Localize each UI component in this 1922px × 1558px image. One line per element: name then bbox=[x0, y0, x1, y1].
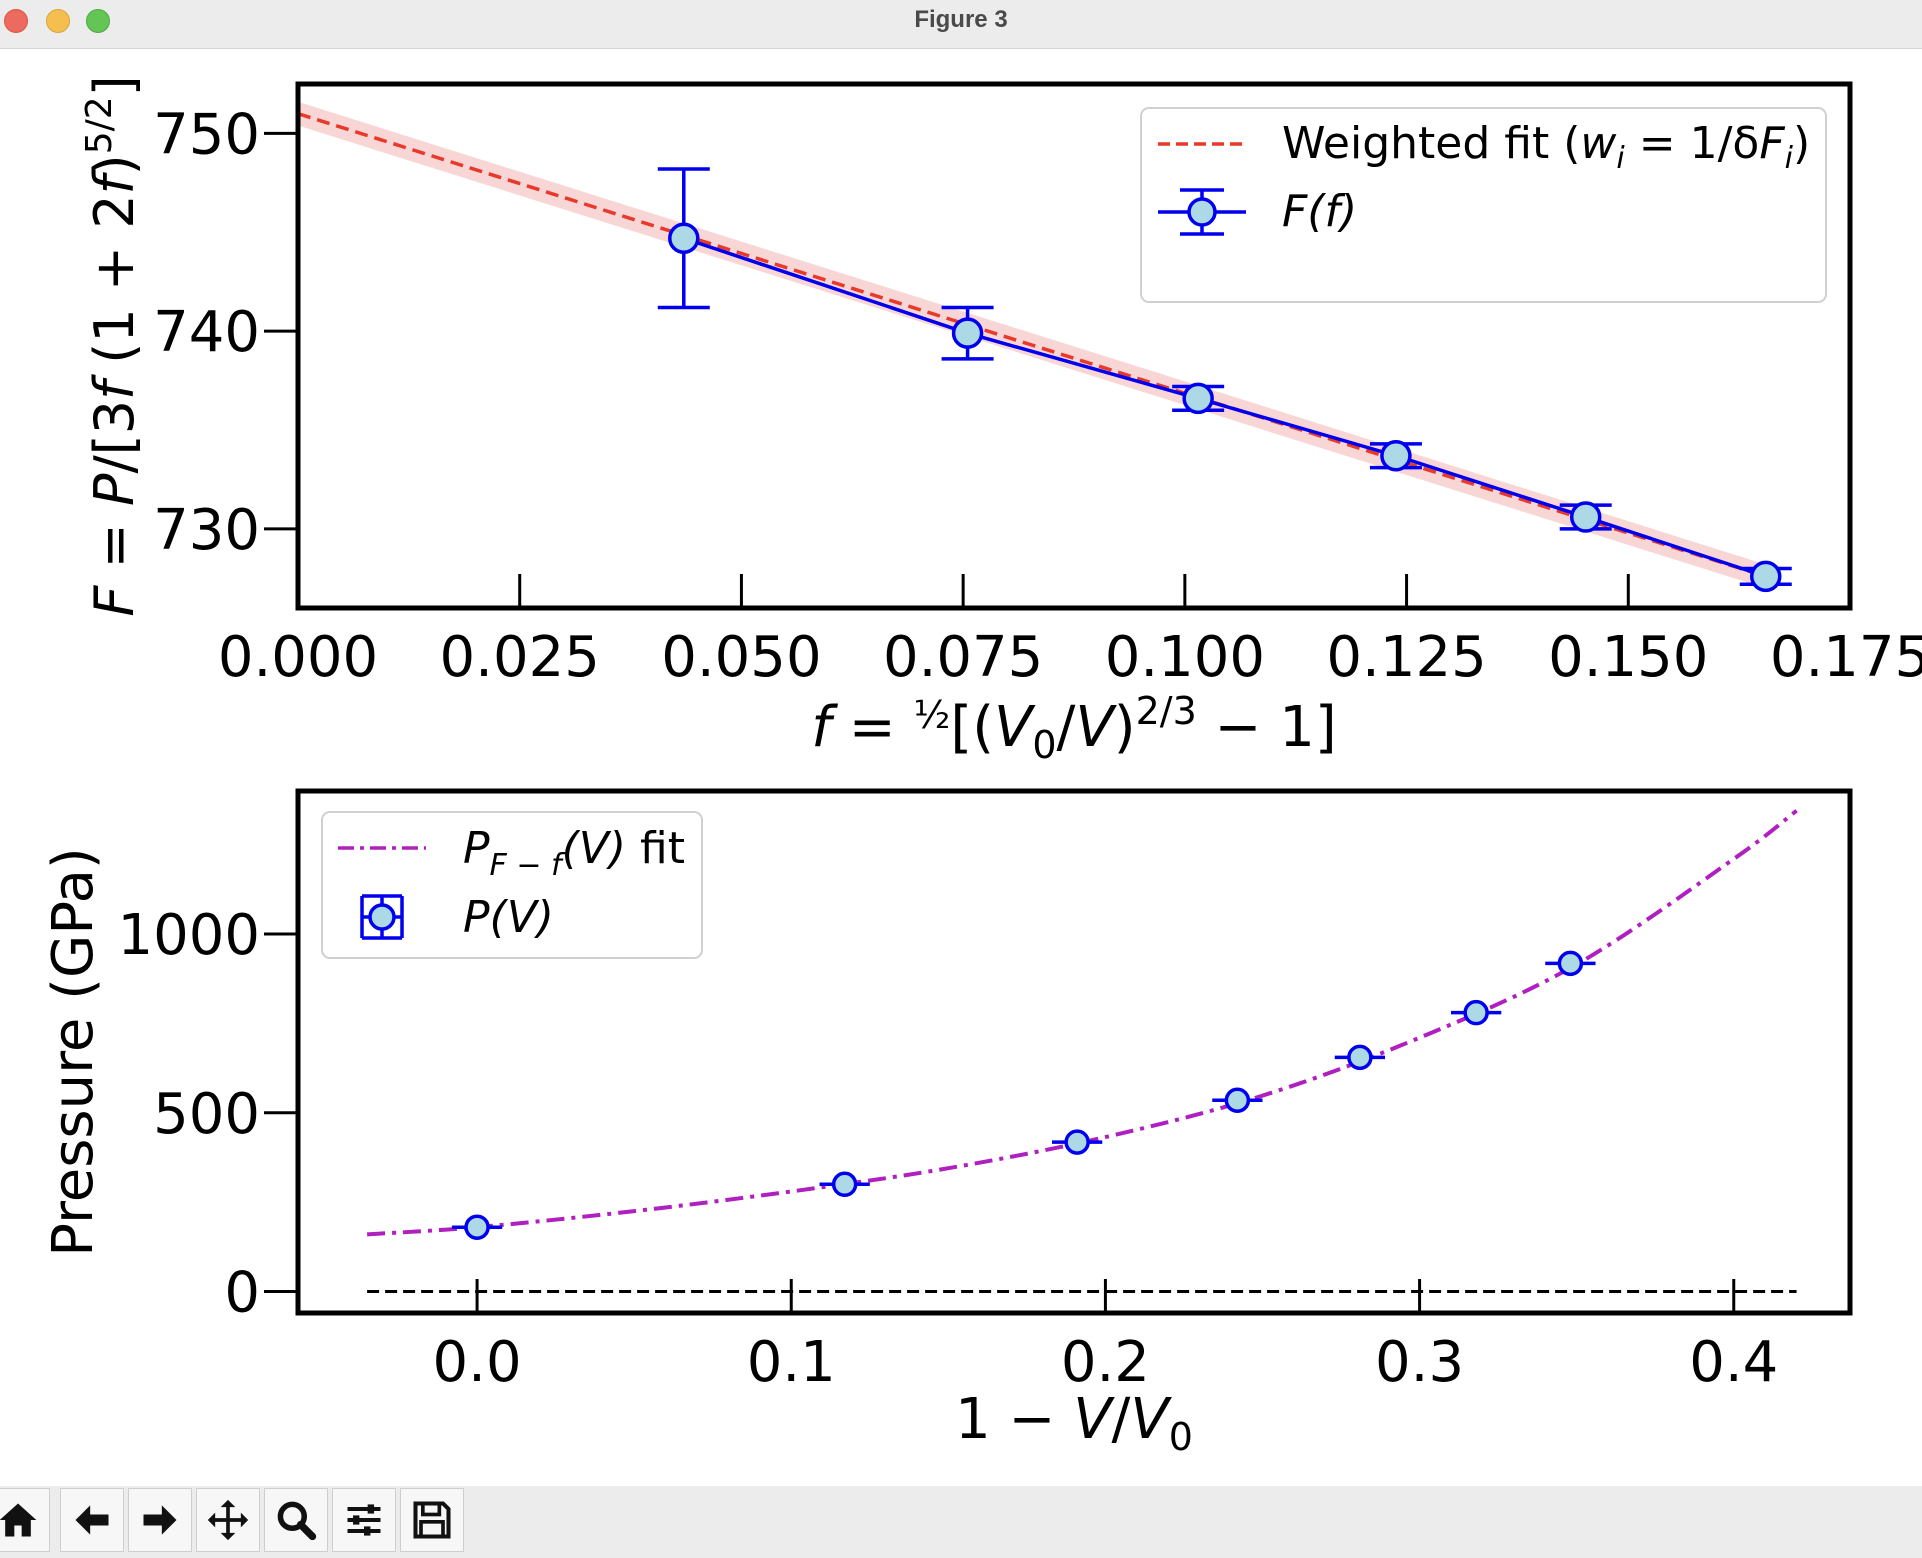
save-floppy-icon bbox=[413, 1501, 451, 1539]
legend-PV-swatch bbox=[360, 894, 404, 940]
pressure-fit-curve bbox=[366, 809, 1798, 1237]
weighted-fit-line bbox=[298, 111, 1767, 579]
zoom-button[interactable] bbox=[264, 1488, 328, 1552]
back-button[interactable] bbox=[60, 1488, 124, 1552]
zoom-magnifier-icon bbox=[277, 1501, 317, 1541]
forward-button[interactable] bbox=[128, 1488, 192, 1552]
top-axes: 0.000 0.025 0.050 0.075 0.100 0.125 0.150 0.175… bbox=[79, 75, 1922, 767]
top-x-tick-label: 0.175 bbox=[1770, 625, 1922, 690]
top-y-tick-label: 740 bbox=[153, 300, 260, 365]
top-y-axis-label: F = P/[3f (1 + 2f)5/2] bbox=[79, 75, 146, 617]
Ff-data-point bbox=[668, 222, 700, 254]
legend-Ff-swatch bbox=[1158, 188, 1246, 236]
PV-data-point bbox=[1463, 999, 1489, 1026]
window-titlebar: Figure 3 bbox=[0, 0, 1922, 49]
PV-data-point bbox=[464, 1214, 490, 1240]
bottom-y-tick-label: 500 bbox=[153, 1082, 260, 1147]
bottom-axes-frame bbox=[295, 788, 1853, 1316]
top-y-tick-label: 750 bbox=[153, 102, 260, 167]
Ff-series-line bbox=[683, 236, 1767, 579]
close-window-button[interactable] bbox=[4, 9, 28, 33]
bottom-x-tick-label: 0.0 bbox=[433, 1330, 522, 1395]
maximize-window-button[interactable] bbox=[86, 9, 110, 33]
legend-weighted-fit-label: Weighted fit (wi = 1/δFi) bbox=[1282, 118, 1810, 176]
pan-button[interactable] bbox=[196, 1488, 260, 1552]
bottom-y-axis-label: Pressure (GPa) bbox=[41, 847, 106, 1257]
bottom-x-axis-label: 1 − V/V0 bbox=[955, 1387, 1193, 1459]
home-icon bbox=[0, 1503, 37, 1537]
window-title: Figure 3 bbox=[914, 6, 1008, 33]
bottom-x-tick-label: 0.1 bbox=[747, 1330, 836, 1395]
pan-move-icon bbox=[207, 1499, 249, 1541]
home-button[interactable] bbox=[0, 1488, 50, 1552]
save-button[interactable] bbox=[400, 1488, 464, 1552]
bottom-y-tick-label: 0 bbox=[224, 1261, 260, 1326]
Ff-data-point bbox=[1569, 501, 1602, 533]
top-x-tick-label: 0.125 bbox=[1326, 625, 1486, 690]
legend-pfit-label: PF − f(V) fit bbox=[463, 823, 685, 883]
Ff-data-point bbox=[951, 317, 984, 349]
legend-PV-label: P(V) bbox=[463, 892, 554, 943]
top-legend: Weighted fit (wi = 1/δFi) F(f) bbox=[1140, 107, 1827, 303]
top-axes-frame bbox=[295, 81, 1853, 611]
bottom-x-tick-label: 0.3 bbox=[1375, 1330, 1464, 1395]
PV-data-point bbox=[1347, 1044, 1373, 1071]
bottom-y-tick-label: 1000 bbox=[117, 903, 260, 968]
Ff-data-point bbox=[1182, 382, 1214, 415]
configure-subplots-button[interactable] bbox=[332, 1488, 396, 1552]
PV-data-point bbox=[1557, 950, 1584, 977]
Ff-data-point bbox=[1380, 439, 1412, 472]
top-y-tick-label: 730 bbox=[153, 498, 260, 563]
PV-data-point bbox=[831, 1171, 858, 1198]
top-x-tick-label: 0.000 bbox=[218, 625, 378, 690]
bottom-x-tick-label: 0.2 bbox=[1061, 1330, 1150, 1395]
minimize-window-button[interactable] bbox=[46, 9, 70, 33]
configure-subplots-icon bbox=[347, 1504, 381, 1536]
bottom-x-tick-label: 0.4 bbox=[1689, 1330, 1778, 1395]
legend-Ff-label: F(f) bbox=[1282, 186, 1357, 237]
top-x-tick-label: 0.050 bbox=[661, 625, 821, 690]
PV-data-point bbox=[1064, 1129, 1090, 1155]
figure-canvas: 0.000 0.025 0.050 0.075 0.100 0.125 0.150 0.175… bbox=[41, 75, 1922, 1459]
top-x-tick-label: 0.100 bbox=[1105, 625, 1265, 690]
navigation-toolbar bbox=[0, 1486, 1922, 1558]
top-x-tick-label: 0.075 bbox=[883, 625, 1043, 690]
top-x-tick-label: 0.150 bbox=[1548, 625, 1708, 690]
bottom-axes: 0.0 0.1 0.2 0.3 0.4 0 500 1000 1 − V/V0 Pressur… bbox=[41, 788, 1853, 1459]
top-x-tick-label: 0.025 bbox=[440, 625, 600, 690]
forward-arrow-icon bbox=[143, 1505, 177, 1535]
back-arrow-icon bbox=[75, 1505, 109, 1535]
Ff-data-point bbox=[1749, 560, 1782, 593]
top-x-axis-label: f = ½[(V0/V)2/3 − 1] bbox=[811, 689, 1337, 767]
bottom-legend: PF − f(V) fit P(V) bbox=[321, 811, 703, 959]
PV-data-point bbox=[1224, 1087, 1251, 1114]
